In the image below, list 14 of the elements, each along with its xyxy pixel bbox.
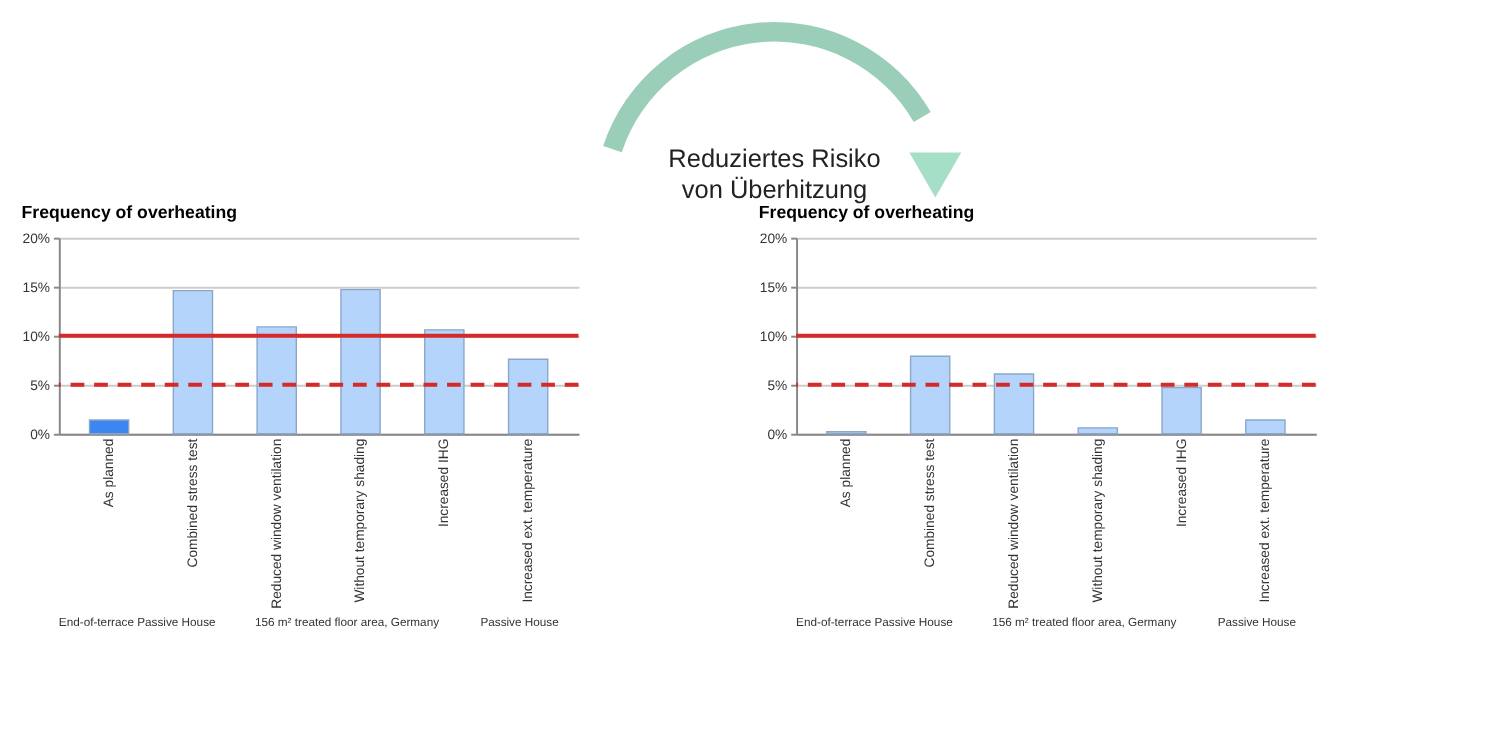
bar <box>340 288 381 435</box>
bar <box>909 355 951 435</box>
bar <box>88 419 130 435</box>
chart-title: Frequency of overheating <box>758 202 975 223</box>
bar <box>507 358 549 435</box>
bar <box>1077 427 1119 435</box>
bar <box>993 373 1035 435</box>
bar <box>256 326 298 435</box>
chart-title: Frequency of overheating <box>21 202 238 223</box>
bar <box>172 289 214 435</box>
bar <box>424 329 465 435</box>
bar <box>1245 419 1286 435</box>
text: Reduziertes Risiko von Überhitzung <box>668 143 881 205</box>
bar <box>1161 386 1202 435</box>
